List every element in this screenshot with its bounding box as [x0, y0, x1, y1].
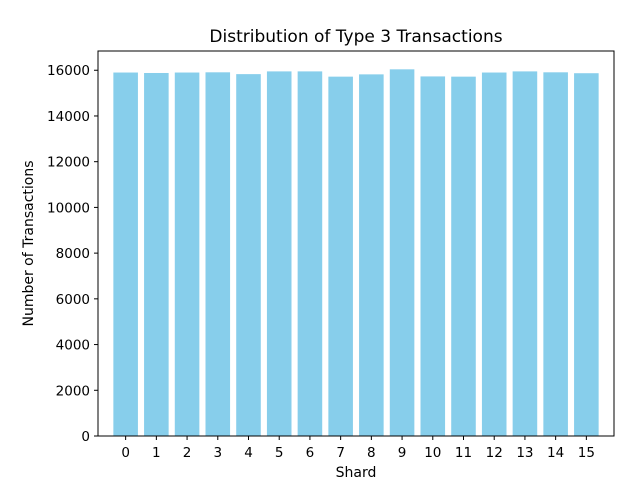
x-tick-label: 15 [578, 445, 595, 461]
x-tick-label: 7 [336, 445, 345, 461]
x-tick-label: 8 [367, 445, 376, 461]
bar-10 [420, 76, 446, 437]
x-tick-label: 5 [275, 445, 284, 461]
x-tick-label: 9 [398, 445, 407, 461]
x-tick-label: 14 [547, 445, 564, 461]
x-axis-label: Shard [336, 465, 377, 481]
bar-13 [512, 71, 538, 436]
y-axis-label: Number of Transactions [21, 160, 37, 326]
bar-15 [574, 73, 599, 436]
x-tick-label: 11 [455, 445, 472, 461]
x-tick-label: 2 [183, 445, 192, 461]
bar-4 [236, 74, 261, 436]
bar-5 [266, 71, 292, 436]
y-tick-label: 4000 [56, 338, 90, 354]
bar-11 [451, 76, 476, 437]
x-tick-label: 1 [152, 445, 161, 461]
y-tick-label: 8000 [56, 246, 90, 262]
bars-group [113, 69, 599, 437]
bar-6 [297, 71, 323, 436]
x-tick-label: 0 [121, 445, 130, 461]
y-tick-label: 6000 [56, 292, 90, 308]
bar-9 [389, 69, 415, 436]
y-tick-label: 16000 [47, 63, 90, 79]
bar-2 [174, 72, 200, 436]
chart-title: Distribution of Type 3 Transactions [209, 27, 502, 47]
bar-0 [113, 72, 138, 436]
x-tick-label: 12 [486, 445, 503, 461]
bar-1 [144, 72, 169, 437]
y-tick-label: 12000 [47, 155, 90, 171]
y-tick-label: 14000 [47, 109, 90, 125]
y-axis-ticks: 0 2000 4000 6000 8000 10000 12000 14000 16000 [47, 63, 98, 445]
x-tick-label: 10 [424, 445, 441, 461]
bar-14 [543, 72, 568, 436]
y-tick-label: 0 [81, 429, 90, 445]
y-tick-label: 10000 [47, 200, 90, 216]
x-tick-label: 3 [213, 445, 222, 461]
x-axis-ticks: 0 1 2 3 4 5 6 7 8 9 10 11 12 13 14 15 [121, 436, 595, 461]
bar-7 [328, 76, 353, 437]
bar-8 [359, 74, 384, 437]
x-tick-label: 6 [306, 445, 315, 461]
bar-3 [205, 72, 231, 436]
x-tick-label: 13 [516, 445, 533, 461]
x-tick-label: 4 [244, 445, 253, 461]
bar-12 [481, 72, 507, 436]
plot-frame [97, 50, 615, 437]
y-tick-label: 2000 [56, 383, 90, 399]
